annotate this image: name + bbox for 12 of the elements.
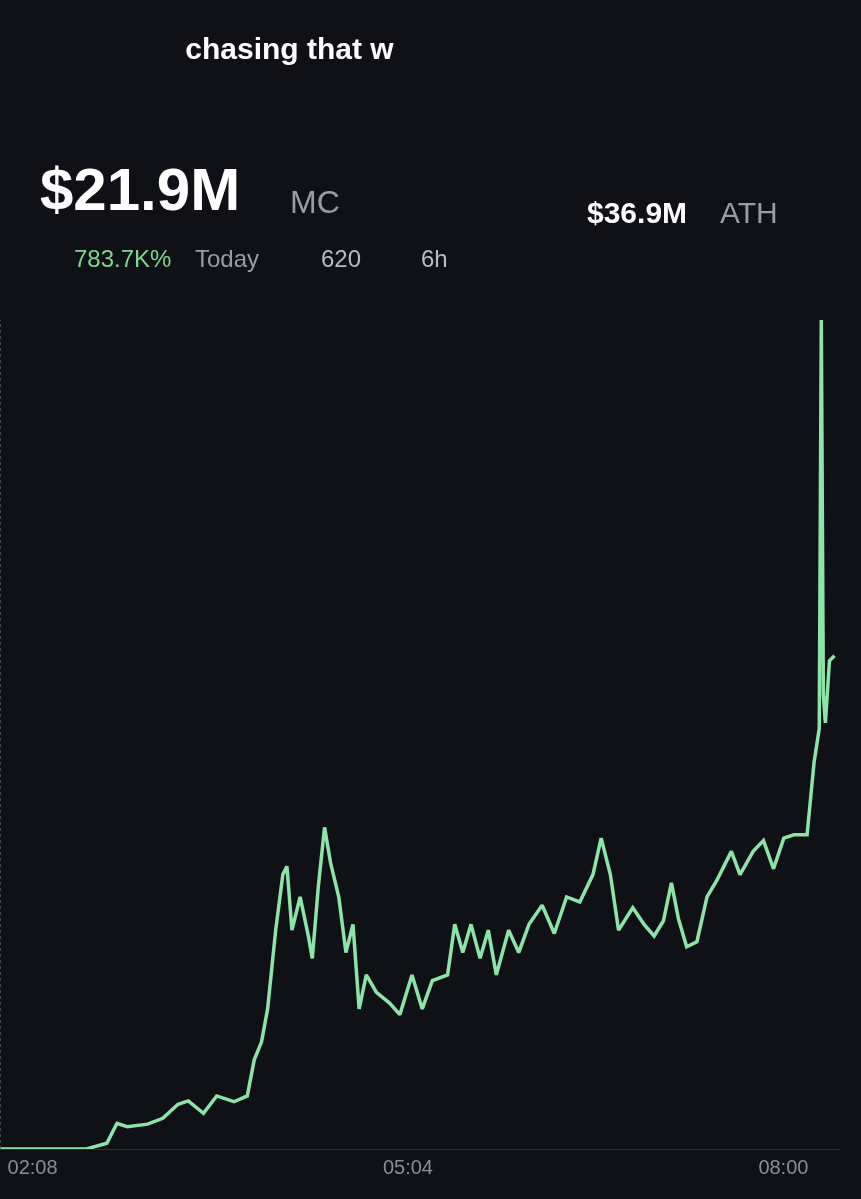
text: $36.9M	[587, 196, 688, 229]
x-tick-label: 08:00	[758, 1156, 809, 1178]
x-tick-label: 02:08	[7, 1156, 58, 1178]
text: 783.7K%	[74, 245, 172, 272]
text: ATH	[720, 196, 778, 229]
text: Today	[195, 245, 260, 272]
text: 620	[321, 245, 362, 272]
text: $21.9M	[40, 156, 241, 223]
text: MC	[290, 184, 340, 220]
text: 6h	[421, 245, 448, 272]
chart-title: chasing that w	[185, 31, 395, 65]
x-tick-label: 05:04	[382, 1156, 434, 1178]
